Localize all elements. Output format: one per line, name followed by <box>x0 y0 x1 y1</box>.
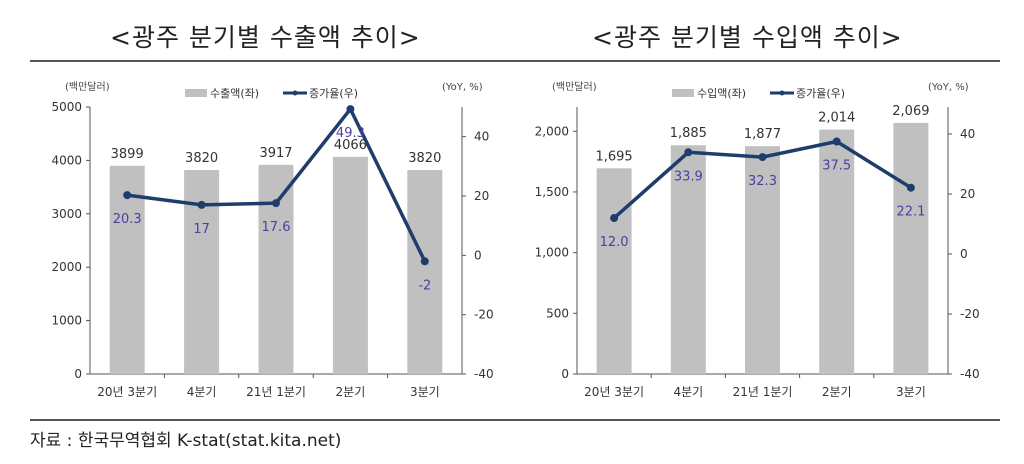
import-left-tick-label: 500 <box>546 306 569 320</box>
import-growth-point <box>610 214 619 222</box>
export-legend-bar-label: 수출액(좌) <box>210 87 259 100</box>
import-category-label: 3분기 <box>896 385 926 399</box>
export-bar-value-label: 3899 <box>111 147 144 162</box>
import-legend-bar-swatch <box>672 89 694 97</box>
import-category-label: 2분기 <box>822 385 852 399</box>
export-right-tick-label: -20 <box>474 308 494 322</box>
import-growth-value-label: 12.0 <box>600 235 629 250</box>
export-bar-value-label: 3820 <box>185 151 218 166</box>
import-right-tick-label: -20 <box>960 307 980 321</box>
export-legend-line-label: 증가율(우) <box>309 87 358 100</box>
import-bar-value-label: 1,877 <box>744 127 781 142</box>
import-left-tick-label: 1,500 <box>535 185 569 199</box>
export-right-tick-label: 20 <box>474 189 489 203</box>
export-category-label: 4분기 <box>187 385 217 399</box>
export-growth-point <box>272 199 280 208</box>
import-legend-line-marker <box>779 90 785 96</box>
import-category-label: 20년 3분기 <box>584 385 644 399</box>
export-growth-value-label: 20.3 <box>113 212 142 227</box>
export-category-label: 21년 1분기 <box>246 385 306 399</box>
import-category-label: 21년 1분기 <box>733 385 793 399</box>
import-left-tick-label: 0 <box>561 367 569 381</box>
import-legend-line-label: 증가율(우) <box>796 87 845 100</box>
import-left-tick-label: 2,000 <box>535 124 569 138</box>
export-chart-title: <광주 분기별 수출액 추이> <box>110 23 421 52</box>
export-right-unit: (YoY, %) <box>442 82 483 93</box>
import-growth-value-label: 22.1 <box>896 205 925 220</box>
top-divider <box>30 60 1000 62</box>
export-growth-point <box>420 257 429 266</box>
export-growth-point <box>197 200 206 209</box>
export-category-label: 3분기 <box>410 385 440 399</box>
import-right-tick-label: 20 <box>960 187 975 201</box>
export-bar-value-label: 3820 <box>408 151 441 166</box>
import-bar-value-label: 1,885 <box>670 126 707 141</box>
import-bar-value-label: 1,695 <box>595 149 632 164</box>
export-bar <box>258 164 294 374</box>
import-bar <box>596 168 632 374</box>
export-left-tick-label: 0 <box>74 367 82 381</box>
import-legend-bar-label: 수입액(좌) <box>697 87 746 100</box>
import-growth-point <box>906 183 915 192</box>
export-growth-value-label: 17.6 <box>262 220 291 235</box>
import-bar <box>893 122 929 374</box>
import-bar <box>670 145 706 374</box>
export-bar <box>109 165 145 374</box>
export-category-label: 2분기 <box>336 385 366 399</box>
export-growth-value-label: -2 <box>418 278 431 293</box>
import-bar <box>819 129 855 374</box>
export-legend-bar-swatch <box>185 89 207 97</box>
export-right-tick-label: 40 <box>474 130 489 144</box>
export-right-tick-label: -40 <box>474 367 494 381</box>
export-growth-value-label: 49.3 <box>336 126 365 141</box>
export-growth-value-label: 17 <box>193 222 210 237</box>
import-growth-value-label: 37.5 <box>822 159 851 174</box>
export-left-tick-label: 2000 <box>51 260 82 274</box>
import-growth-value-label: 33.9 <box>674 169 703 184</box>
import-bar-value-label: 2,069 <box>892 104 929 119</box>
import-left-tick-label: 1,000 <box>535 246 569 260</box>
export-growth-point <box>346 105 355 114</box>
import-right-tick-label: -40 <box>960 367 980 381</box>
export-growth-point <box>123 191 132 200</box>
import-bar-value-label: 2,014 <box>818 111 855 126</box>
import-right-tick-label: 40 <box>960 127 975 141</box>
export-left-unit: (백만달러) <box>65 81 110 93</box>
import-growth-point <box>832 137 841 146</box>
export-left-tick-label: 4000 <box>51 153 82 167</box>
source-note: 자료 : 한국무역협회 K-stat(stat.kita.net) <box>30 431 342 451</box>
export-legend-line-marker <box>292 90 298 96</box>
export-left-tick-label: 1000 <box>51 314 82 328</box>
import-growth-value-label: 32.3 <box>748 174 777 189</box>
import-chart-title: <광주 분기별 수입액 추이> <box>592 23 903 52</box>
bottom-divider <box>30 419 1000 421</box>
export-bar-value-label: 4066 <box>334 138 367 153</box>
export-category-label: 20년 3분기 <box>97 385 157 399</box>
export-right-tick-label: 0 <box>474 248 482 262</box>
import-right-tick-label: 0 <box>960 247 968 261</box>
import-growth-point <box>684 148 693 157</box>
export-bar <box>184 170 220 374</box>
import-right-unit: (YoY, %) <box>928 82 969 93</box>
export-bar <box>407 170 443 374</box>
export-left-tick-label: 5000 <box>51 100 82 114</box>
import-growth-point <box>758 153 767 162</box>
export-left-tick-label: 3000 <box>51 207 82 221</box>
import-bar <box>745 146 780 374</box>
export-bar <box>332 156 368 374</box>
import-left-unit: (백만달러) <box>552 81 597 93</box>
export-bar-value-label: 3917 <box>259 146 292 161</box>
import-category-label: 4분기 <box>673 385 703 399</box>
